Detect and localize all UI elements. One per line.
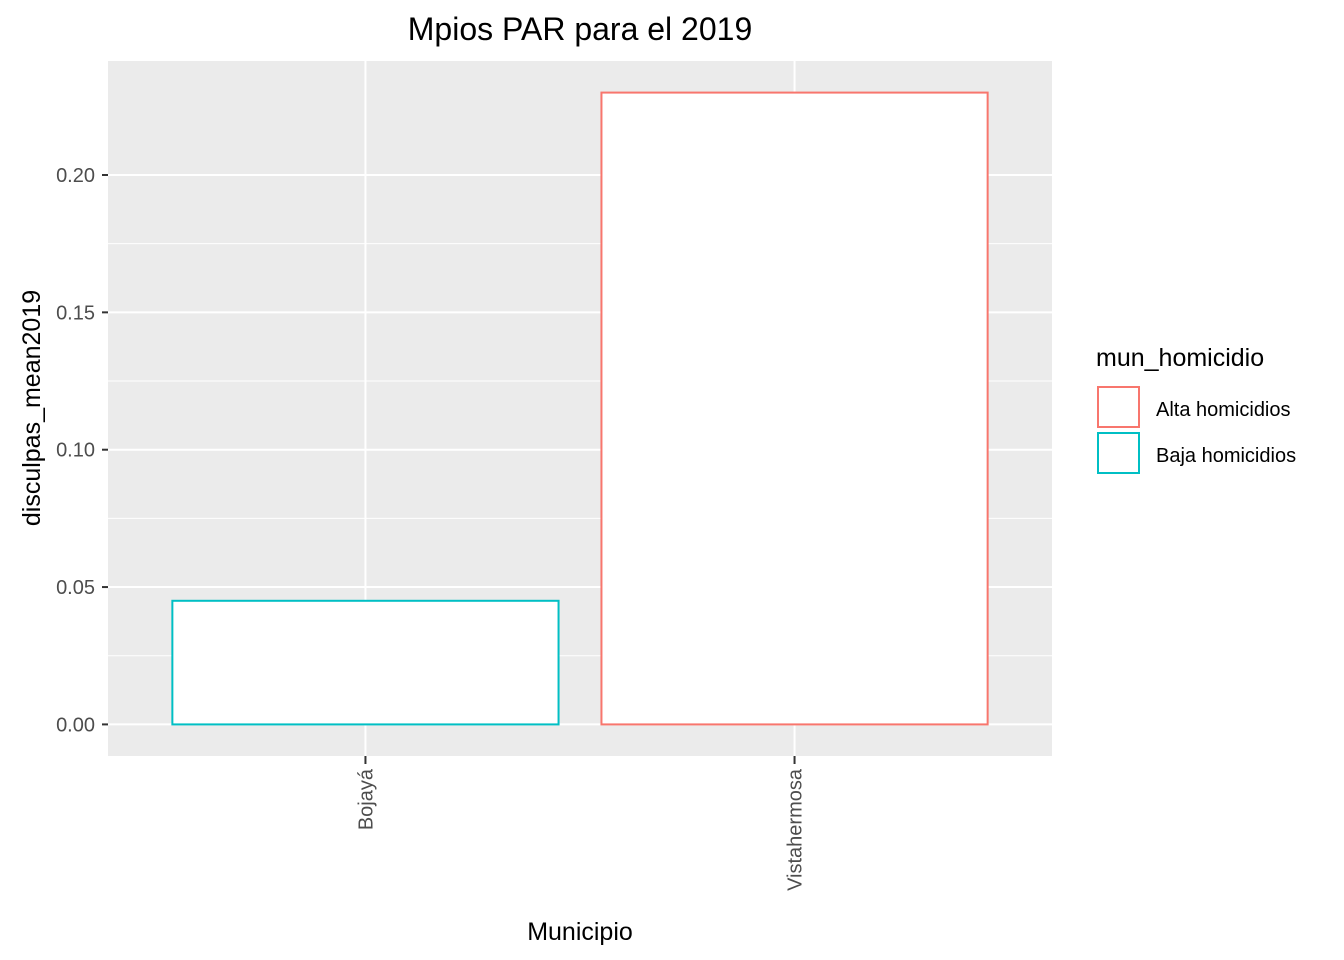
bar-vistahermosa (600, 91, 989, 726)
y-axis-title: disculpas_mean2019 (18, 290, 46, 526)
legend-key-baja (1097, 432, 1140, 474)
legend-label: Alta homicidios (1156, 399, 1291, 421)
y-tick-label: 0.20 (56, 165, 95, 187)
x-tick-label: Bojayá (355, 768, 377, 830)
x-axis-title: Municipio (527, 918, 633, 946)
legend-label: Baja homicidios (1156, 445, 1296, 467)
bar-bojayá (171, 599, 560, 726)
y-tick-label: 0.05 (56, 577, 95, 599)
legend-key-alta (1097, 386, 1140, 428)
y-tick-label: 0.10 (56, 440, 95, 462)
y-tick-label: 0.00 (56, 714, 95, 736)
legend-title: mun_homicidio (1096, 344, 1264, 372)
bars (171, 91, 989, 726)
chart-title: Mpios PAR para el 2019 (408, 11, 752, 47)
y-axis: 0.00 0.05 0.10 0.15 0.20 (56, 165, 108, 736)
x-axis: Bojayá Vistahermosa (355, 756, 807, 891)
legend: mun_homicidio Alta homicidios Baja homici… (1096, 344, 1296, 474)
legend-items: Alta homicidios Baja homicidios (1097, 386, 1296, 474)
x-tick-label: Vistahermosa (785, 768, 807, 891)
y-tick-label: 0.15 (56, 302, 95, 324)
